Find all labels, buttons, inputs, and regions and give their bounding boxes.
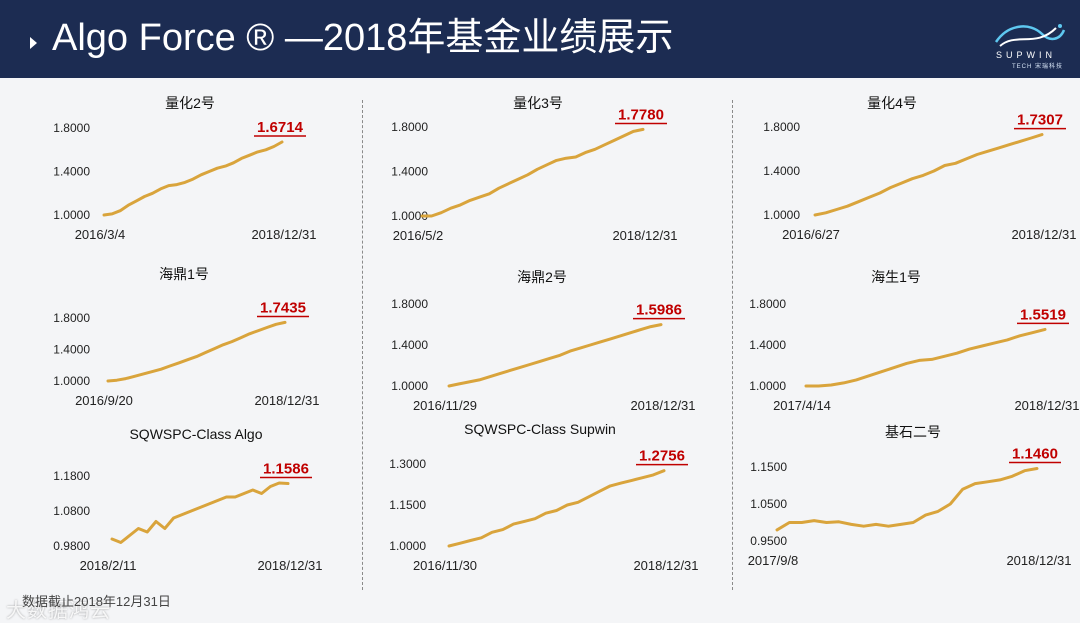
chart-title: 基石二号 [885, 424, 941, 440]
y-tick-label: 1.0500 [750, 497, 787, 511]
nav-series-line [106, 320, 287, 383]
start-date-label: 2016/5/2 [393, 228, 444, 243]
end-date-label: 2018/12/31 [630, 398, 695, 413]
end-date-label: 2018/12/31 [1014, 398, 1079, 413]
end-date-label: 2018/12/31 [254, 393, 319, 408]
y-tick-label: 1.0000 [53, 374, 90, 388]
final-value-label: 1.6714 [257, 119, 304, 136]
nav-series-line [102, 140, 284, 217]
y-tick-label: 1.8000 [53, 311, 90, 325]
end-date-label: 2018/12/31 [1006, 553, 1071, 568]
end-date-label: 2018/12/31 [633, 558, 698, 573]
y-tick-label: 1.3000 [389, 457, 426, 471]
chart-title: SQWSPC-Class Supwin [464, 421, 616, 437]
start-date-label: 2017/9/8 [748, 553, 799, 568]
title-bar: Algo Force ® —2018年基金业绩展示 SUPWIN TECH 宋瑞… [0, 0, 1080, 78]
y-tick-label: 1.4000 [53, 343, 90, 357]
chart-title: 海鼎2号 [517, 269, 567, 285]
final-value-label: 1.1586 [263, 460, 309, 477]
y-tick-label: 1.4000 [391, 338, 428, 352]
final-value-label: 1.7307 [1017, 112, 1063, 129]
final-value-label: 1.7435 [260, 299, 306, 316]
final-value-label: 1.5519 [1020, 306, 1066, 323]
final-value-label: 1.2756 [639, 448, 685, 465]
chart-title: 量化2号 [165, 95, 215, 111]
nav-series-line [804, 327, 1047, 388]
data-source-note: 数据截止2018年12月31日 [8, 591, 171, 610]
final-value-label: 1.7780 [618, 106, 664, 123]
y-tick-label: 1.1500 [750, 460, 787, 474]
y-tick-label: 1.4000 [53, 165, 90, 179]
logo-swirl-icon [994, 24, 1066, 47]
column-divider [362, 100, 363, 590]
logo-sub-text: TECH 宋瑞科技 [1012, 64, 1064, 70]
logo-brand-text: SUPWIN [996, 50, 1056, 60]
y-tick-label: 1.0000 [391, 379, 428, 393]
start-date-label: 2018/2/11 [80, 558, 137, 573]
y-tick-label: 1.4000 [749, 338, 786, 352]
y-tick-label: 0.9800 [53, 539, 90, 553]
y-tick-label: 1.8000 [53, 121, 90, 135]
start-date-label: 2016/6/27 [782, 227, 840, 242]
data-cutoff-text: 数据截止2018年12月31日 [22, 594, 171, 609]
final-value-label: 1.5986 [636, 302, 682, 319]
start-date-label: 2017/4/14 [773, 398, 831, 413]
nav-series-line [420, 127, 645, 218]
start-date-label: 2016/3/4 [75, 227, 126, 242]
end-date-label: 2018/12/31 [257, 558, 322, 573]
chart-title: 量化4号 [867, 95, 917, 111]
y-tick-label: 1.0800 [53, 504, 90, 518]
chart-title: 量化3号 [513, 95, 563, 111]
watermark-text: 大数据鸿云 [6, 600, 111, 622]
bullet-arrow-icon [30, 37, 37, 49]
y-tick-label: 1.0000 [391, 209, 428, 223]
start-date-label: 2016/11/29 [413, 398, 477, 413]
end-date-label: 2018/12/31 [251, 227, 316, 242]
chart-title: 海鼎1号 [159, 266, 209, 282]
start-date-label: 2016/9/20 [75, 393, 133, 408]
y-tick-label: 1.8000 [391, 120, 428, 134]
y-tick-label: 1.8000 [763, 120, 800, 134]
end-date-label: 2018/12/31 [1011, 227, 1076, 242]
page-title: Algo Force ® —2018年基金业绩展示 [52, 17, 674, 59]
y-tick-label: 1.0000 [53, 208, 90, 222]
y-tick-label: 0.9500 [750, 534, 787, 548]
y-tick-label: 1.4000 [763, 164, 800, 178]
y-tick-label: 1.8000 [391, 297, 428, 311]
nav-series-line [813, 133, 1044, 217]
chart-title: 海生1号 [871, 269, 921, 285]
start-date-label: 2016/11/30 [413, 558, 477, 573]
y-tick-label: 1.1800 [53, 469, 90, 483]
end-date-label: 2018/12/31 [612, 228, 677, 243]
y-tick-label: 1.1500 [389, 498, 426, 512]
chart-title: SQWSPC-Class Algo [129, 426, 262, 442]
y-tick-label: 1.0000 [389, 539, 426, 553]
supwin-logo: SUPWIN TECH 宋瑞科技 [990, 18, 1070, 70]
column-divider [732, 100, 733, 590]
nav-series-line [775, 467, 1039, 532]
y-tick-label: 1.0000 [749, 379, 786, 393]
nav-series-line [447, 323, 663, 388]
nav-series-line [447, 469, 666, 548]
final-value-label: 1.1460 [1012, 445, 1058, 462]
y-tick-label: 1.0000 [763, 208, 800, 222]
y-tick-label: 1.4000 [391, 165, 428, 179]
nav-series-line [110, 481, 290, 544]
y-tick-label: 1.8000 [749, 297, 786, 311]
